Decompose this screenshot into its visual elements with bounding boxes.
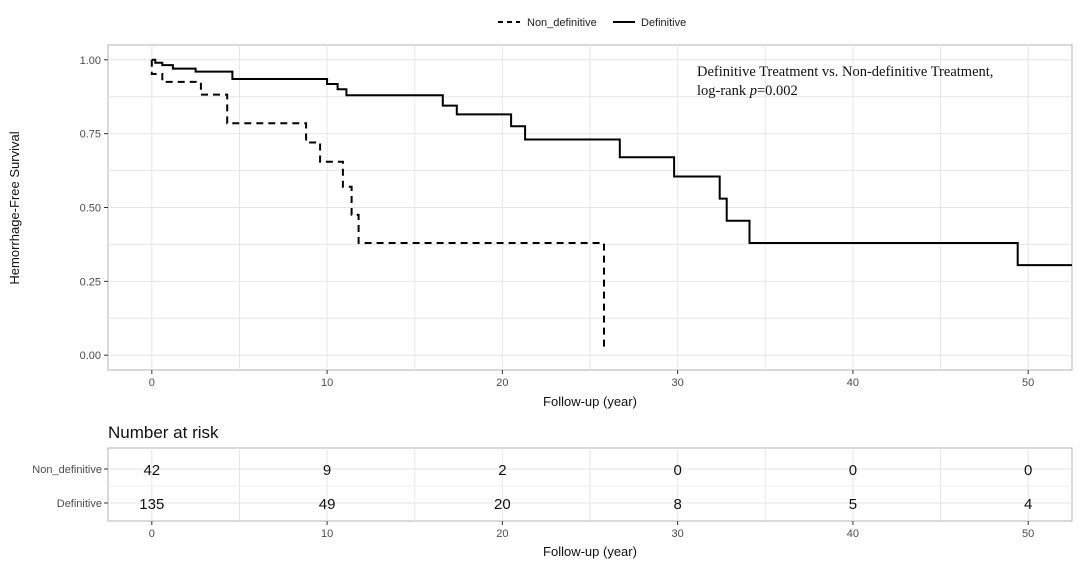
legend-label-non-definitive: Non_definitive xyxy=(527,17,597,29)
risk-row-label: Non_definitive xyxy=(32,464,102,476)
annotation-line-1: Definitive Treatment vs. Non-definitive … xyxy=(697,64,993,80)
legend-label-definitive: Definitive xyxy=(641,17,686,29)
km-plot-panel: 0.00 0.25 0.50 0.75 1.00 0 10 20 30 40 50 xyxy=(80,44,1073,389)
annotation-line-2: log-rank p=0.002 xyxy=(697,83,798,99)
km-curves xyxy=(150,58,1072,350)
km-x-tick-label: 0 xyxy=(149,377,155,389)
km-y-tick-label: 0.50 xyxy=(80,203,101,215)
risk-cell: 9 xyxy=(323,462,331,479)
km-y-tick-label: 0.75 xyxy=(80,129,101,141)
risk-cell: 0 xyxy=(1024,462,1032,479)
risk-x-tick-label: 20 xyxy=(496,528,508,540)
risk-x-tick-label: 10 xyxy=(321,528,333,540)
km-y-tick-label: 0.00 xyxy=(80,350,101,362)
km-gridlines xyxy=(108,45,1072,370)
risk-row-label: Definitive xyxy=(57,498,102,510)
risk-cell: 5 xyxy=(849,496,857,513)
km-x-axis-title: Follow-up (year) xyxy=(543,394,637,409)
km-x-tick-label: 50 xyxy=(1022,377,1034,389)
risk-x-ticks: 0 10 20 30 40 50 xyxy=(149,521,1034,540)
risk-gridlines xyxy=(108,448,1072,521)
km-curve-non-definitive xyxy=(150,59,605,350)
risk-x-tick-label: 30 xyxy=(672,528,684,540)
km-x-ticks: 0 10 20 30 40 50 xyxy=(149,370,1034,389)
risk-cell: 20 xyxy=(494,496,511,513)
risk-cell: 0 xyxy=(849,462,857,479)
km-x-tick-label: 20 xyxy=(496,377,508,389)
km-y-tick-label: 1.00 xyxy=(80,55,101,67)
risk-row-labels: Non_definitive Definitive xyxy=(32,464,108,510)
logrank-annotation: Definitive Treatment vs. Non-definitive … xyxy=(697,64,993,99)
risk-table-title: Number at risk xyxy=(108,423,219,442)
risk-cell: 135 xyxy=(139,496,164,513)
legend: Non_definitive Definitive xyxy=(498,17,686,29)
risk-x-axis-title: Follow-up (year) xyxy=(543,544,637,559)
risk-cell: 49 xyxy=(319,496,336,513)
km-y-tick-label: 0.25 xyxy=(80,276,101,288)
risk-cell: 4 xyxy=(1024,496,1032,513)
risk-cell: 0 xyxy=(673,462,681,479)
risk-x-tick-label: 50 xyxy=(1022,528,1034,540)
km-curve-definitive xyxy=(151,58,1072,267)
km-y-axis-title: Hemorrhage-Free Survival xyxy=(7,131,22,284)
risk-cell: 42 xyxy=(143,462,160,479)
risk-x-tick-label: 0 xyxy=(149,528,155,540)
km-x-tick-label: 10 xyxy=(321,377,333,389)
km-y-ticks: 0.00 0.25 0.50 0.75 1.00 xyxy=(80,55,108,362)
risk-cell: 8 xyxy=(673,496,681,513)
km-x-tick-label: 30 xyxy=(672,377,684,389)
km-x-tick-label: 40 xyxy=(847,377,859,389)
risk-cell: 2 xyxy=(498,462,506,479)
risk-x-tick-label: 40 xyxy=(847,528,859,540)
